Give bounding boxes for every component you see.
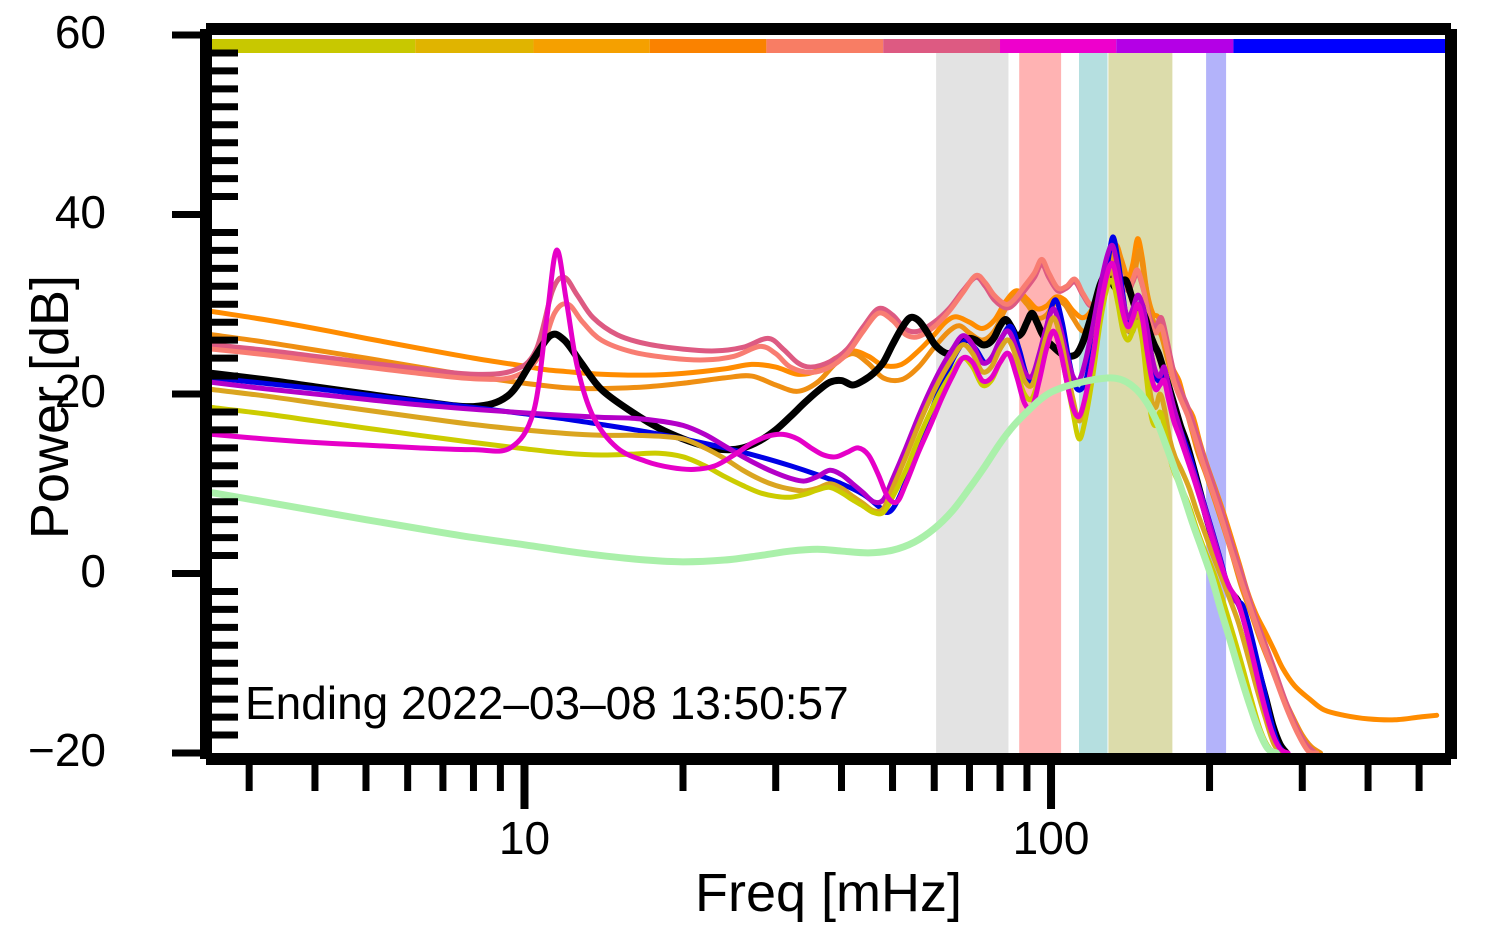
colorbar-segment-1 xyxy=(415,39,534,53)
x-axis-label: Freq [mHz] xyxy=(694,863,963,923)
frequency-band-colorbar xyxy=(212,39,1445,53)
band-lavender xyxy=(1206,51,1227,753)
y-tick-label-3: 40 xyxy=(54,185,106,238)
series-line-magenta xyxy=(212,247,1291,753)
colorbar-segment-3 xyxy=(649,39,767,53)
x-tick-label-0: 10 xyxy=(498,812,551,864)
band-gray xyxy=(936,51,1009,753)
colorbar-segment-0 xyxy=(212,39,416,53)
x-tick-label-1: 100 xyxy=(1012,812,1090,864)
data-series-group xyxy=(212,234,1440,753)
axes-group xyxy=(172,23,1457,809)
colorbar-segment-5 xyxy=(883,39,1001,53)
colorbar-segment-6 xyxy=(1000,39,1117,53)
colorbar-segment-2 xyxy=(533,39,650,53)
y-tick-label-1: 0 xyxy=(80,544,106,597)
series-line-light-green xyxy=(212,374,1280,753)
y-tick-label-4: 60 xyxy=(54,6,106,58)
colorbar-segment-7 xyxy=(1116,39,1234,53)
colorbar-segment-8 xyxy=(1233,39,1445,53)
y-tick-label-2: 20 xyxy=(54,365,106,417)
series-line-salmon-rose xyxy=(212,261,1319,753)
colorbar-segment-4 xyxy=(766,39,884,53)
series-line-salmon-light xyxy=(212,256,1320,753)
y-tick-label-0: −20 xyxy=(27,724,106,776)
ending-timestamp-annotation: Ending 2022‒03‒08 13:50:57 xyxy=(245,677,849,729)
